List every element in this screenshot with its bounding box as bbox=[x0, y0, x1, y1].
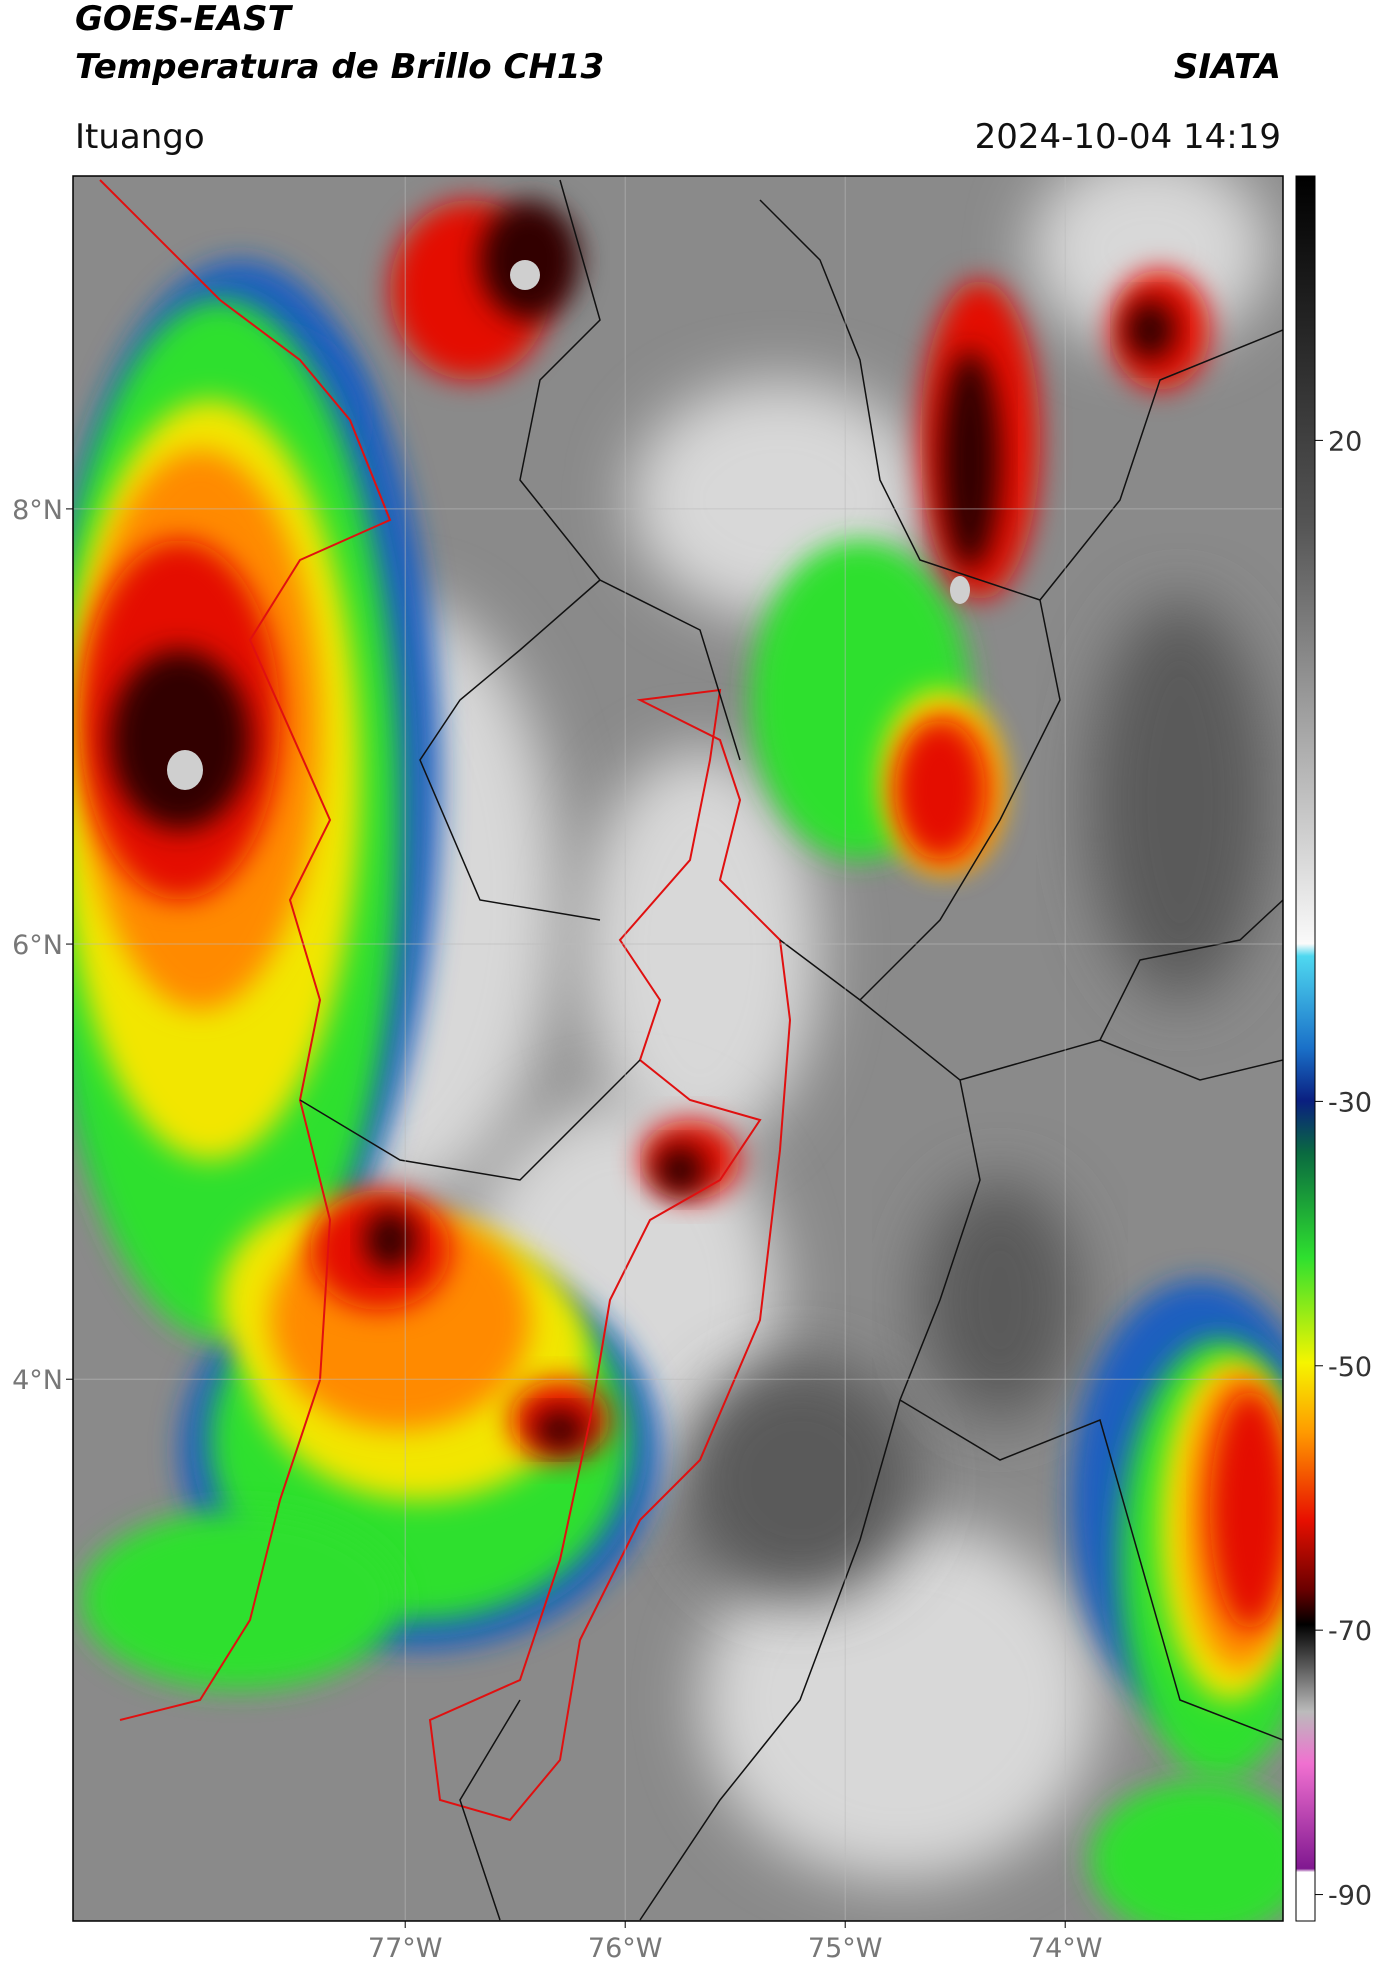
colorbar-tick-label: -30 bbox=[1328, 1087, 1372, 1118]
admin-borders bbox=[299, 179, 1283, 1921]
cloud-blob bbox=[1090, 600, 1270, 1000]
x-tick-label: 74°W bbox=[1028, 1933, 1103, 1964]
colorbar-tick-label: -90 bbox=[1328, 1881, 1372, 1912]
cloud-blob bbox=[940, 350, 1000, 570]
colorbar bbox=[1295, 175, 1316, 1922]
grid bbox=[73, 176, 1283, 1921]
x-tick-label: 76°W bbox=[588, 1933, 663, 1964]
chart-title: Temperatura de Brillo CH13 bbox=[75, 47, 604, 87]
x-tick-label: 77°W bbox=[368, 1933, 443, 1964]
satellite-name: GOES-EAST bbox=[75, 0, 294, 39]
region-outline bbox=[428, 688, 792, 1822]
cloud-blob bbox=[580, 750, 820, 1150]
cloud-blob bbox=[510, 260, 540, 290]
source: SIATA bbox=[1174, 47, 1281, 87]
cloud-blob bbox=[950, 576, 970, 604]
cloud-blob bbox=[1030, 176, 1270, 350]
colorbar-tick-label: -70 bbox=[1328, 1616, 1372, 1647]
map-image bbox=[73, 176, 1283, 1921]
region: Ituango bbox=[75, 117, 205, 157]
y-tick-label: 4°N bbox=[12, 1365, 63, 1396]
cloud-blob bbox=[167, 750, 203, 790]
cloud-blob bbox=[655, 1145, 705, 1195]
coastline bbox=[99, 179, 392, 1721]
cloud-blob bbox=[365, 1210, 415, 1270]
cloud-blob bbox=[895, 720, 985, 860]
cloud-blob bbox=[1090, 1780, 1283, 1921]
x-tick-label: 75°W bbox=[808, 1933, 883, 1964]
y-tick-label: 8°N bbox=[12, 495, 63, 526]
cloud-blob bbox=[1210, 1390, 1283, 1630]
timestamp: 2024-10-04 14:19 bbox=[975, 117, 1281, 157]
axes: 77°W 76°W 75°W 74°W 8°N 6°N 4°N 20 -30 -50 -70 -90 bbox=[12, 426, 1372, 1964]
borders bbox=[99, 179, 1283, 1921]
cloud-blob bbox=[80, 1510, 400, 1690]
cloud-blob bbox=[920, 1180, 1080, 1420]
cloud-field bbox=[73, 176, 1283, 1921]
cloud-blob bbox=[680, 1360, 920, 1600]
cloud-blob bbox=[535, 1410, 585, 1450]
map-frame bbox=[72, 175, 1284, 1922]
cloud-blob bbox=[1125, 300, 1175, 360]
cloud-blob bbox=[110, 650, 250, 830]
colorbar-tick-label: 20 bbox=[1328, 426, 1362, 457]
colorbar-tick-label: -50 bbox=[1328, 1352, 1372, 1383]
cloud-blob bbox=[480, 200, 580, 320]
y-tick-label: 6°N bbox=[12, 930, 63, 961]
cloud-blob bbox=[700, 1520, 1100, 1880]
